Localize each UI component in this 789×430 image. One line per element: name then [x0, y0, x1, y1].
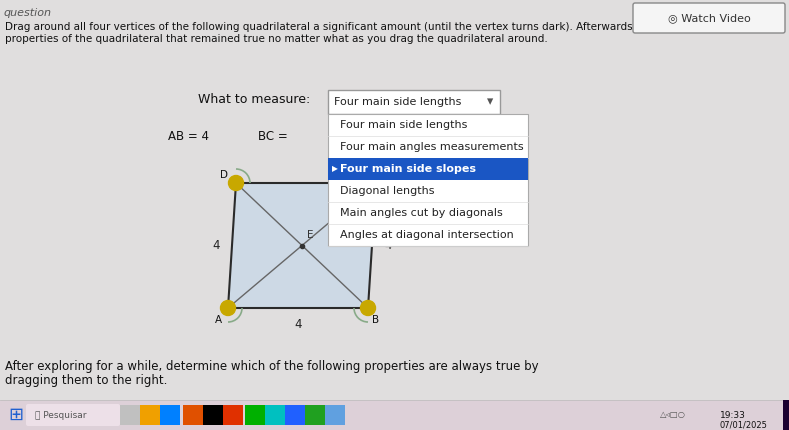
FancyBboxPatch shape — [328, 114, 528, 246]
FancyBboxPatch shape — [140, 405, 160, 425]
Text: C: C — [380, 170, 387, 180]
FancyBboxPatch shape — [160, 405, 180, 425]
Text: D: D — [220, 170, 228, 180]
Text: ⊞: ⊞ — [8, 406, 23, 424]
FancyBboxPatch shape — [328, 90, 500, 114]
FancyBboxPatch shape — [203, 405, 223, 425]
Circle shape — [361, 301, 376, 316]
FancyBboxPatch shape — [305, 405, 325, 425]
Text: 4: 4 — [294, 317, 301, 331]
Text: ▾: ▾ — [487, 95, 493, 108]
FancyBboxPatch shape — [120, 405, 140, 425]
Text: BC =: BC = — [258, 130, 288, 143]
Circle shape — [368, 175, 383, 190]
Text: After exploring for a while, determine which of the following properties are alw: After exploring for a while, determine w… — [5, 360, 539, 373]
Text: AB = 4: AB = 4 — [168, 130, 209, 143]
Text: 4: 4 — [212, 239, 220, 252]
FancyBboxPatch shape — [328, 158, 528, 180]
Text: question: question — [3, 8, 51, 18]
Text: properties of the quadrilateral that remained true no matter what as you drag th: properties of the quadrilateral that rem… — [5, 34, 548, 44]
Text: ◎ Watch Video: ◎ Watch Video — [667, 13, 750, 23]
Text: A: A — [215, 315, 222, 325]
FancyBboxPatch shape — [633, 3, 785, 33]
Text: What to measure:: What to measure: — [198, 93, 310, 106]
Text: 🔍 Pesquisar: 🔍 Pesquisar — [35, 411, 87, 420]
FancyBboxPatch shape — [0, 400, 789, 430]
Circle shape — [220, 301, 235, 316]
Text: Drag around all four vertices of the following quadrilateral a significant amoun: Drag around all four vertices of the fol… — [5, 22, 734, 32]
Text: ▶: ▶ — [332, 165, 338, 173]
FancyBboxPatch shape — [285, 405, 305, 425]
Text: 07/01/2025: 07/01/2025 — [720, 421, 768, 430]
Polygon shape — [228, 183, 376, 308]
FancyBboxPatch shape — [245, 405, 265, 425]
Text: Main angles cut by diagonals: Main angles cut by diagonals — [340, 208, 503, 218]
FancyBboxPatch shape — [26, 404, 120, 426]
Text: Four main side slopes: Four main side slopes — [340, 164, 476, 174]
Text: dragging them to the right.: dragging them to the right. — [5, 374, 167, 387]
FancyBboxPatch shape — [265, 405, 285, 425]
Text: 19:33: 19:33 — [720, 411, 746, 420]
Text: Four main side lengths: Four main side lengths — [334, 97, 462, 107]
FancyBboxPatch shape — [325, 405, 345, 425]
FancyBboxPatch shape — [183, 405, 203, 425]
FancyBboxPatch shape — [223, 405, 243, 425]
Circle shape — [229, 175, 244, 190]
Text: 4: 4 — [384, 239, 392, 252]
Text: Diagonal lengths: Diagonal lengths — [340, 186, 435, 196]
Text: E: E — [307, 230, 313, 240]
Text: Four main angles measurements: Four main angles measurements — [340, 142, 524, 152]
Text: Angles at diagonal intersection: Angles at diagonal intersection — [340, 230, 514, 240]
Text: △◃□○: △◃□○ — [660, 411, 686, 420]
FancyBboxPatch shape — [783, 400, 789, 430]
Text: B: B — [372, 315, 380, 325]
Text: Four main side lengths: Four main side lengths — [340, 120, 467, 130]
